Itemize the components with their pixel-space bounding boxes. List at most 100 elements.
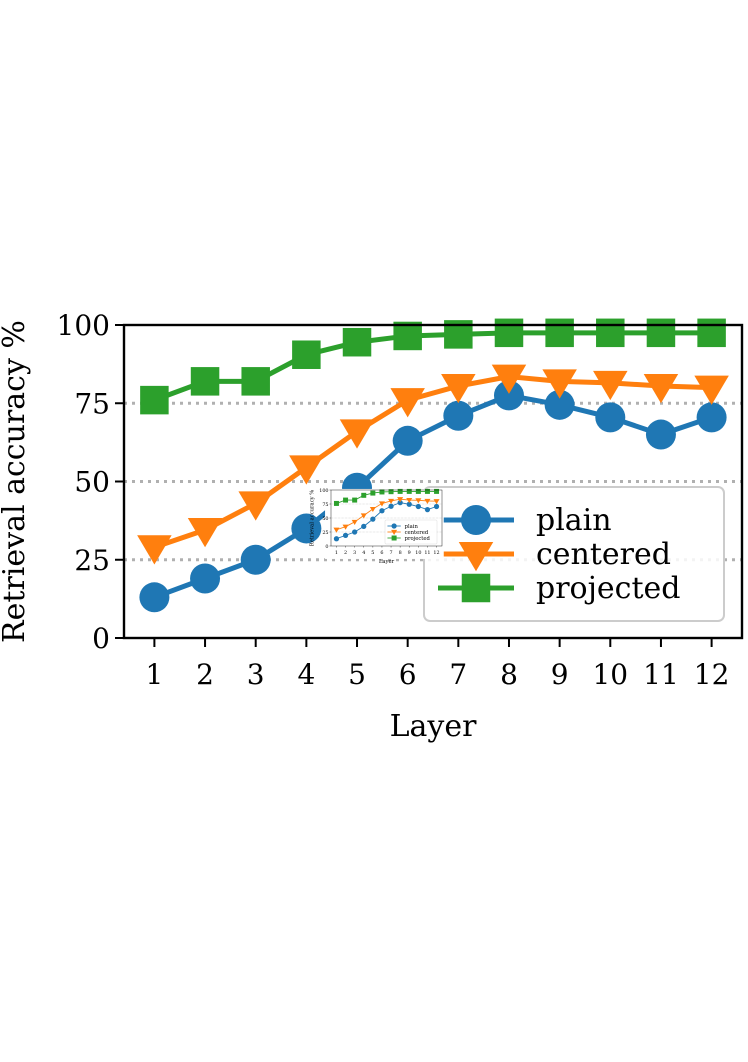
inset-legend-label-centered: centered	[405, 530, 429, 536]
marker-projected	[494, 318, 524, 348]
inset-marker-centered	[378, 501, 385, 507]
marker-plain	[240, 544, 271, 575]
inset-marker-projected	[333, 500, 339, 506]
inset-marker-centered	[433, 499, 440, 505]
x-tick-label: 7	[449, 658, 467, 691]
inset-y-tick-label: 100	[319, 488, 328, 494]
inset-y-axis-title: Retrieval accuracy %	[310, 490, 316, 547]
marker-centered	[593, 370, 628, 401]
inset-x-tick-label: 11	[424, 550, 430, 556]
x-tick-label: 6	[399, 658, 417, 691]
inset-x-tick-label: 1	[335, 550, 338, 556]
inset-x-tick-label: 7	[389, 550, 392, 556]
inset-marker-plain	[352, 529, 358, 535]
marker-projected	[646, 318, 676, 348]
inset-marker-centered	[388, 498, 395, 504]
marker-projected	[241, 367, 270, 396]
x-tick-label: 2	[196, 658, 214, 691]
marker-projected	[596, 318, 625, 348]
marker-plain	[493, 380, 524, 411]
inset-x-tick-label: 8	[399, 550, 402, 556]
inset-marker-projected	[361, 492, 367, 498]
inset-marker-plain	[424, 506, 431, 513]
inset-marker-plain	[415, 503, 421, 510]
marker-projected	[342, 327, 372, 357]
marker-centered	[643, 374, 679, 404]
x-tick-label: 11	[643, 658, 679, 691]
legend-marker-projected	[461, 573, 491, 603]
marker-projected	[393, 321, 422, 351]
inset-legend-label-projected: projected	[405, 536, 431, 542]
marker-centered	[339, 419, 375, 449]
x-tick-label: 3	[247, 658, 265, 691]
inset-x-tick-label: 3	[353, 550, 356, 556]
inset-marker-centered	[415, 498, 422, 504]
inset-marker-plain	[406, 501, 412, 507]
legend-label-centered: centered	[536, 537, 671, 572]
inset-marker-centered	[333, 527, 340, 533]
inset-marker-centered	[369, 506, 376, 513]
inset-legend-marker-plain	[391, 523, 397, 529]
y-tick-label: 75	[74, 387, 110, 420]
x-tick-label: 10	[592, 658, 628, 691]
inset-x-tick-label: 2	[344, 550, 347, 556]
y-axis-title: Retrieval accuracy %	[0, 320, 32, 643]
marker-projected	[140, 385, 169, 415]
inset-marker-centered	[424, 498, 431, 504]
inset-marker-projected	[370, 490, 376, 496]
marker-plain	[190, 563, 221, 594]
marker-projected	[190, 367, 220, 396]
inset-marker-projected	[397, 488, 403, 494]
marker-centered	[238, 491, 273, 521]
inset-marker-plain	[397, 499, 403, 506]
inset-marker-projected	[406, 488, 412, 494]
inset-legend-label-plain: plain	[405, 524, 419, 530]
x-tick-label: 4	[297, 658, 315, 691]
marker-plain	[595, 402, 626, 433]
marker-plain	[544, 389, 575, 420]
marker-plain	[291, 513, 322, 544]
inset-marker-projected	[343, 497, 349, 503]
x-axis-title: Layer	[390, 709, 478, 744]
marker-projected	[292, 340, 321, 369]
marker-centered	[137, 535, 172, 565]
series-line-projected	[153, 330, 712, 403]
marker-centered	[542, 369, 577, 399]
plot-frame	[122, 323, 744, 640]
inset-x-tick-label: 6	[380, 550, 383, 556]
marker-plain	[696, 402, 727, 433]
y-tick-label: 50	[74, 466, 110, 499]
legend-label-plain: plain	[536, 503, 612, 538]
inset-x-tick-label: 5	[371, 550, 374, 556]
inset-y-tick-label: 75	[322, 502, 328, 508]
inset-marker-projected	[379, 489, 385, 495]
inset-marker-plain	[333, 536, 340, 542]
marker-projected	[545, 318, 574, 348]
marker-plain	[645, 419, 676, 450]
inset-y-tick-label: 0	[325, 544, 328, 550]
inset-marker-plain	[342, 532, 349, 538]
inset-plot-frame	[330, 489, 443, 547]
inset-y-tick-label: 50	[322, 516, 328, 522]
inset-marker-plain	[388, 503, 394, 509]
marker-centered	[694, 375, 729, 405]
legend-marker-plain	[461, 505, 491, 535]
x-tick-label: 5	[348, 658, 366, 691]
y-tick-label: 100	[57, 309, 110, 342]
x-tick-label: 1	[145, 658, 163, 691]
inset-marker-projected	[434, 488, 440, 494]
marker-centered	[390, 388, 425, 418]
inset-marker-projected	[352, 497, 358, 503]
inset-marker-projected	[415, 488, 421, 494]
inset-marker-centered	[342, 524, 349, 530]
marker-plain	[392, 425, 423, 456]
inset-marker-projected	[424, 488, 430, 494]
inset-marker-projected	[388, 489, 394, 495]
marker-centered	[491, 364, 527, 394]
marker-centered	[441, 374, 476, 404]
inset-marker-centered	[397, 497, 404, 503]
